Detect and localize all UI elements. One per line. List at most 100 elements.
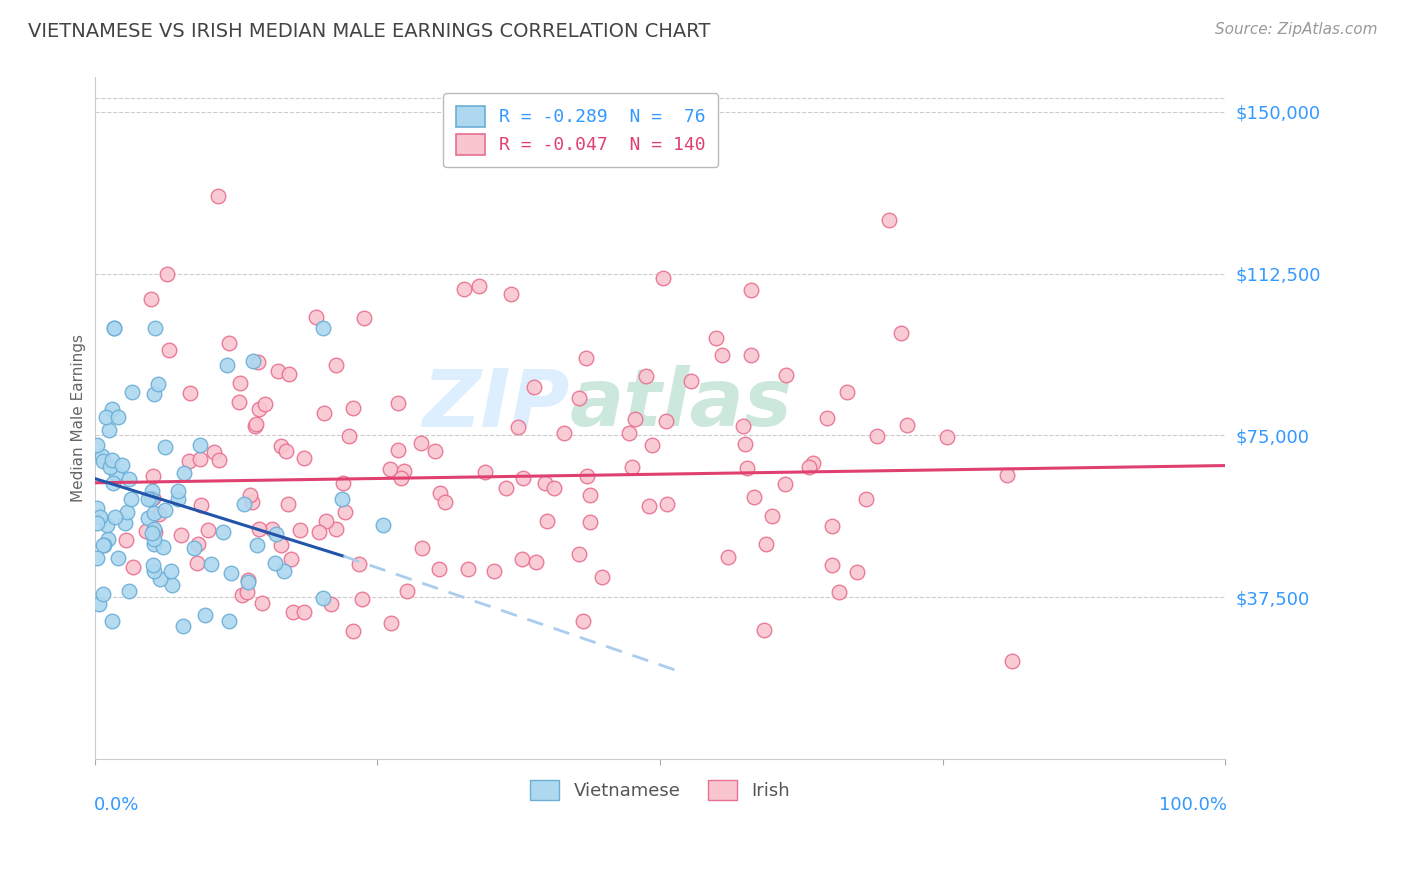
Point (118, 472, 141, 486)
Point (342, 401, 364, 415)
Point (243, 418, 266, 433)
Point (242, 354, 264, 368)
Point (143, 525, 166, 540)
Point (156, 268, 179, 282)
Point (218, 336, 240, 351)
Point (228, 395, 250, 409)
Point (273, 565, 295, 579)
Point (167, 483, 190, 498)
Point (170, 528, 193, 542)
Point (1001, 654, 1024, 668)
Point (101, 475, 124, 490)
Point (740, 283, 762, 297)
Point (427, 562, 450, 576)
Point (482, 565, 505, 579)
Point (572, 615, 595, 629)
Point (543, 481, 565, 495)
Point (229, 376, 252, 391)
Point (207, 189, 229, 203)
Point (101, 452, 124, 467)
Point (117, 505, 139, 519)
Point (387, 396, 409, 410)
Point (536, 514, 558, 528)
Point (319, 597, 342, 611)
Point (865, 429, 887, 443)
Point (157, 343, 180, 357)
Point (308, 524, 330, 539)
Point (821, 558, 844, 572)
Point (342, 624, 364, 638)
Point (91, 450, 114, 464)
Point (280, 551, 302, 566)
Point (270, 440, 292, 454)
Point (143, 522, 166, 536)
Point (245, 417, 267, 431)
Point (773, 477, 796, 491)
Point (141, 484, 163, 499)
Point (706, 331, 728, 345)
Point (312, 591, 335, 605)
Point (742, 490, 765, 504)
Point (294, 605, 316, 619)
Point (197, 523, 219, 537)
Point (236, 584, 259, 599)
Point (194, 608, 217, 623)
Point (621, 459, 644, 474)
Point (179, 385, 201, 400)
Point (162, 578, 184, 592)
Point (115, 533, 138, 547)
Point (312, 321, 335, 335)
Point (135, 524, 157, 539)
Text: 0.0%: 0.0% (93, 797, 139, 814)
Point (143, 386, 166, 401)
Point (995, 468, 1018, 483)
Point (350, 591, 373, 606)
Point (761, 508, 783, 523)
Point (333, 505, 356, 519)
Point (86, 501, 108, 516)
Point (641, 438, 664, 452)
Point (152, 540, 174, 554)
Point (801, 456, 824, 470)
Point (97, 423, 120, 437)
Point (266, 364, 288, 378)
Point (143, 320, 166, 334)
Point (637, 499, 659, 513)
Point (389, 471, 412, 485)
Point (534, 475, 557, 490)
Point (936, 430, 959, 444)
Text: 100.0%: 100.0% (1159, 797, 1226, 814)
Point (877, 212, 900, 227)
Point (315, 514, 337, 528)
Point (104, 509, 127, 524)
Point (260, 522, 283, 536)
Text: VIETNAMESE VS IRISH MEDIAN MALE EARNINGS CORRELATION CHART: VIETNAMESE VS IRISH MEDIAN MALE EARNINGS… (28, 22, 710, 41)
Point (96, 518, 118, 533)
Point (86, 551, 108, 566)
Point (845, 566, 868, 580)
Point (139, 492, 162, 507)
Point (253, 397, 276, 411)
Point (142, 468, 165, 483)
Point (211, 524, 233, 539)
Point (434, 495, 457, 509)
Point (855, 491, 877, 506)
Point (86, 438, 108, 452)
Point (890, 326, 912, 340)
Point (312, 406, 335, 420)
Point (247, 401, 270, 416)
Point (238, 575, 260, 590)
Point (172, 619, 194, 633)
Point (238, 574, 260, 588)
Point (568, 391, 591, 405)
Point (240, 494, 263, 508)
Point (264, 526, 287, 541)
Point (305, 310, 328, 325)
Point (325, 522, 347, 536)
Point (93, 537, 115, 551)
Point (380, 462, 402, 476)
Point (91, 586, 114, 600)
Point (828, 585, 851, 599)
Point (524, 555, 547, 569)
Point (247, 522, 270, 536)
